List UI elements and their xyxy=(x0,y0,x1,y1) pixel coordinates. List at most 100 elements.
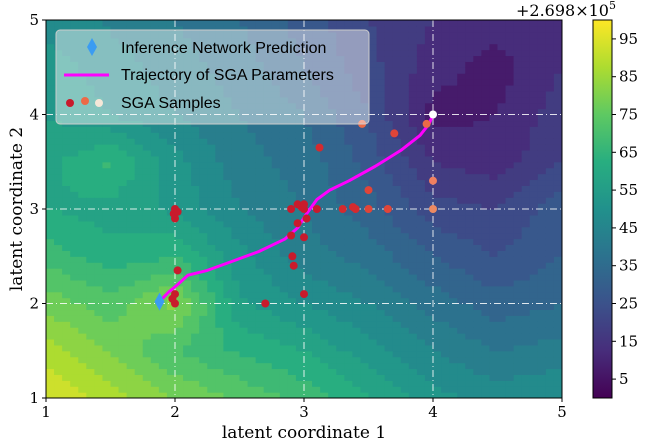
contour-cell xyxy=(449,232,458,240)
contour-cell xyxy=(457,61,466,68)
contour-cell xyxy=(513,120,523,127)
contour-cell xyxy=(449,25,458,33)
contour-cell xyxy=(441,244,450,251)
contour-cell xyxy=(416,315,426,322)
contour-cell xyxy=(513,102,523,110)
contour-cell xyxy=(287,279,297,287)
contour-cell xyxy=(465,120,474,127)
contour-cell xyxy=(513,209,523,216)
contour-cell xyxy=(320,285,329,293)
contour-cell xyxy=(271,368,281,375)
x-axis-label: latent coordinate 1 xyxy=(222,423,386,443)
contour-cell xyxy=(295,344,305,352)
contour-cell xyxy=(392,333,402,340)
contour-cell xyxy=(215,173,224,181)
contour-cell xyxy=(207,386,216,393)
contour-cell xyxy=(199,31,208,39)
contour-cell xyxy=(223,203,233,210)
contour-cell xyxy=(376,149,386,157)
contour-cell xyxy=(175,362,184,370)
contour-cell xyxy=(191,79,200,86)
contour-cell xyxy=(102,256,112,263)
contour-cell xyxy=(118,167,128,175)
contour-cell xyxy=(336,132,345,139)
contour-cell xyxy=(368,173,378,181)
contour-cell xyxy=(46,96,55,104)
contour-cell xyxy=(255,197,265,204)
contour-cell xyxy=(110,84,120,92)
contour-cell xyxy=(320,179,329,186)
contour-cell xyxy=(465,31,474,39)
contour-cell xyxy=(134,250,144,257)
contour-cell xyxy=(513,338,523,346)
contour-cell xyxy=(545,73,555,80)
contour-cell xyxy=(215,362,224,370)
contour-cell xyxy=(166,84,176,92)
contour-cell xyxy=(376,155,386,163)
contour-cell xyxy=(352,256,362,263)
contour-cell xyxy=(368,279,378,287)
contour-cell xyxy=(344,31,353,39)
contour-cell xyxy=(360,209,370,216)
contour-cell xyxy=(175,291,184,299)
contour-cell xyxy=(191,126,200,133)
contour-cell xyxy=(465,161,474,169)
contour-cell xyxy=(86,374,95,381)
sga-sample-point xyxy=(173,207,182,216)
contour-cell xyxy=(46,273,55,281)
contour-cell xyxy=(142,31,152,39)
colorbar-tick-label: 65 xyxy=(619,143,638,161)
contour-cell xyxy=(239,96,249,104)
contour-cell xyxy=(320,220,329,228)
legend-sample-dot-3 xyxy=(95,99,103,107)
contour-cell xyxy=(465,344,474,352)
contour-cell xyxy=(352,297,362,305)
contour-cell xyxy=(62,167,71,175)
contour-cell xyxy=(481,144,491,151)
contour-cell xyxy=(46,144,55,151)
contour-cell xyxy=(457,79,466,86)
contour-cell xyxy=(513,185,523,192)
contour-cell xyxy=(392,256,402,263)
contour-cell xyxy=(304,108,313,116)
contour-cell xyxy=(328,108,337,116)
contour-cell xyxy=(304,356,313,364)
contour-cell xyxy=(489,20,499,27)
contour-cell xyxy=(320,149,329,157)
contour-cell xyxy=(279,149,289,157)
contour-cell xyxy=(223,167,233,175)
contour-cell xyxy=(78,37,87,45)
contour-cell xyxy=(62,67,71,74)
contour-cell xyxy=(489,155,499,163)
contour-cell xyxy=(376,214,386,222)
contour-cell xyxy=(344,108,353,116)
contour-cell xyxy=(166,79,176,86)
contour-cell xyxy=(62,20,71,27)
contour-cell xyxy=(553,209,562,216)
contour-cell xyxy=(424,25,434,33)
contour-cell xyxy=(279,114,289,122)
contour-cell xyxy=(158,368,168,375)
contour-cell xyxy=(392,380,402,387)
contour-cell xyxy=(441,108,450,116)
contour-cell xyxy=(247,173,257,181)
contour-cell xyxy=(295,238,305,246)
contour-cell xyxy=(513,321,523,328)
contour-cell xyxy=(183,167,192,175)
contour-cell xyxy=(263,380,273,387)
contour-cell xyxy=(142,149,152,157)
contour-cell xyxy=(70,297,79,305)
contour-cell xyxy=(102,392,112,398)
contour-cell xyxy=(513,132,523,139)
contour-cell xyxy=(497,392,507,398)
contour-cell xyxy=(344,214,353,222)
contour-cell xyxy=(521,226,531,234)
contour-cell xyxy=(166,350,176,358)
contour-cell xyxy=(223,250,233,257)
contour-cell xyxy=(352,167,362,175)
contour-cell xyxy=(400,108,410,116)
contour-cell xyxy=(521,149,531,157)
contour-cell xyxy=(215,61,224,68)
contour-cell xyxy=(489,149,499,157)
contour-cell xyxy=(457,303,466,311)
